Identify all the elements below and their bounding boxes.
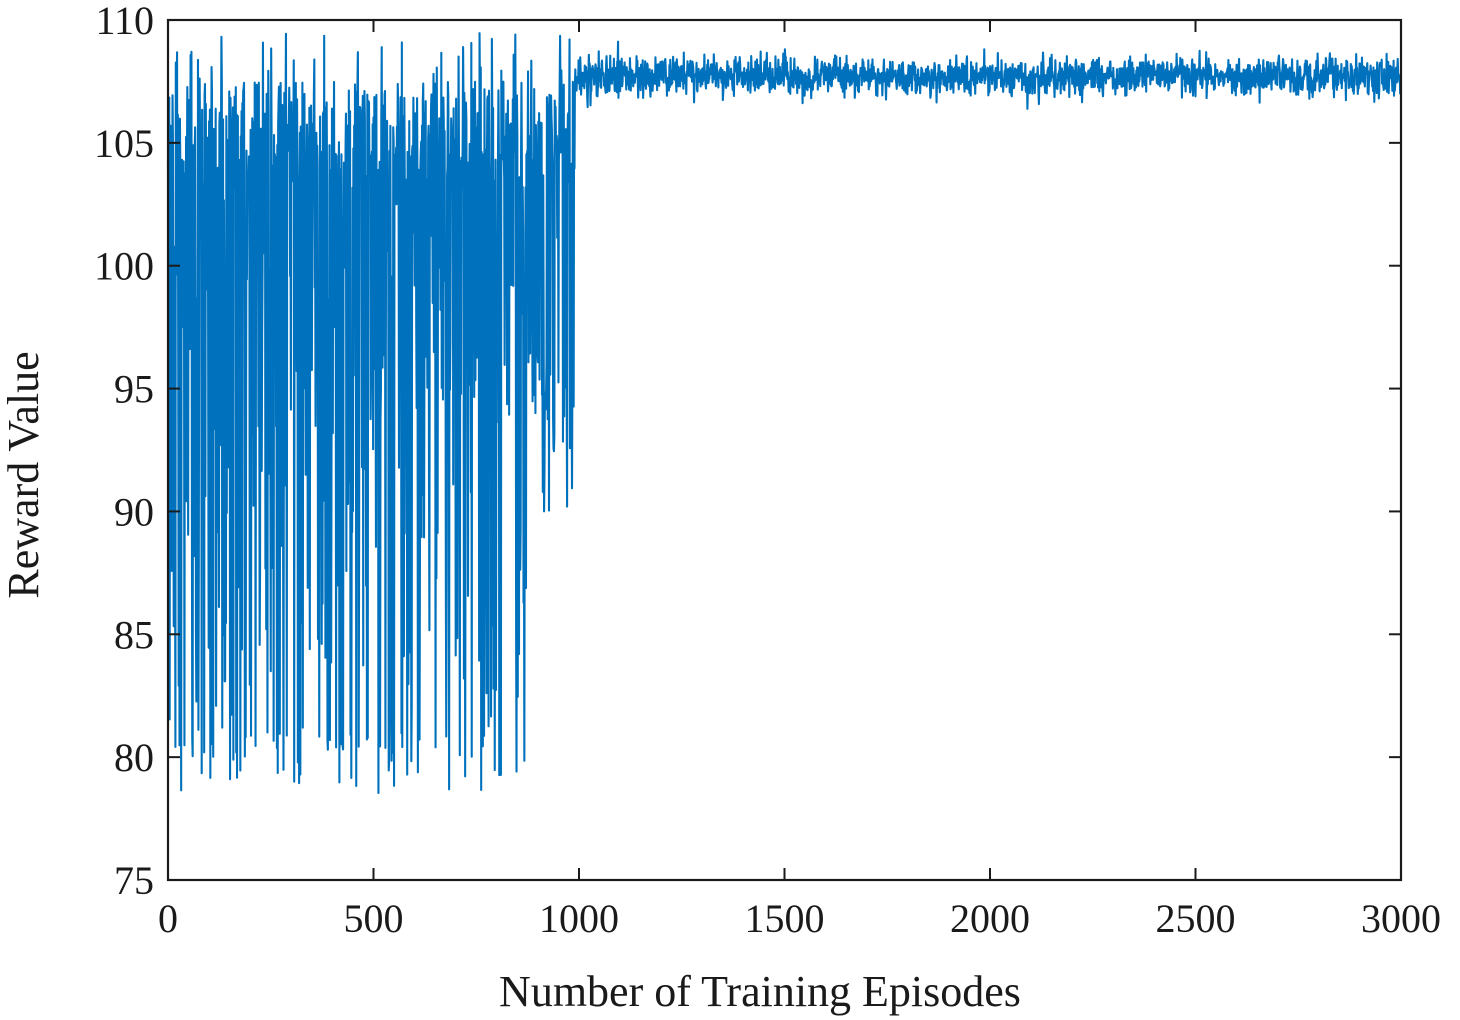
x-tick-label: 1500 [745,896,825,941]
x-tick-label: 500 [344,896,404,941]
x-axis-title: Number of Training Episodes [499,967,1021,1016]
y-tick-label: 90 [114,489,154,534]
reward-series-line [166,32,1403,795]
y-tick-label: 95 [114,367,154,412]
y-axis-title: Reward Value [0,351,48,598]
x-tick-label: 1000 [539,896,619,941]
tick-labels-layer: 0 500 1000 1500 2000 2500 3000 75 80 85 90 95 100 105… [94,0,1441,941]
y-tick-label: 75 [114,858,154,903]
x-tick-label: 3000 [1361,896,1441,941]
y-tick-label: 85 [114,612,154,657]
series-layer [166,32,1403,795]
x-tick-label: 0 [158,896,178,941]
y-tick-label: 80 [114,735,154,780]
x-tick-label: 2500 [1156,896,1236,941]
y-tick-label: 100 [94,244,154,289]
ticks-layer [167,19,1402,881]
y-tick-label: 105 [94,121,154,166]
y-tick-label: 110 [95,0,154,43]
x-tick-label: 2000 [950,896,1030,941]
